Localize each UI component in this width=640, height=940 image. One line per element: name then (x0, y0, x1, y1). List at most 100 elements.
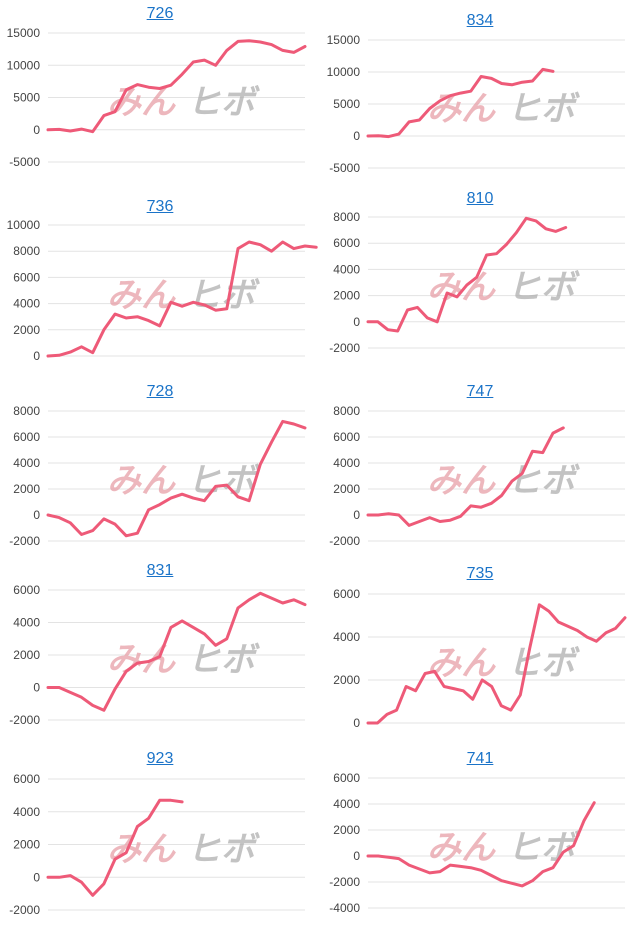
line-chart: -20000200040006000みんヒボ (0, 582, 320, 732)
watermark-logo: みんヒボ (107, 640, 260, 680)
watermark-text: みん (427, 268, 496, 308)
watermark-logo: みんヒボ (427, 268, 580, 308)
chart-title-link[interactable]: 726 (0, 5, 320, 23)
watermark-text: ヒボ (187, 83, 260, 123)
watermark-text: みん (427, 461, 496, 501)
chart-title-link[interactable]: 736 (0, 198, 320, 216)
watermark-text: みん (427, 89, 496, 129)
y-tick-label: 0 (353, 716, 360, 730)
y-tick-label: 0 (353, 129, 360, 143)
watermark-text: みん (107, 276, 176, 316)
series-line (48, 593, 305, 710)
y-tick-label: 6000 (13, 772, 40, 786)
chart-title-link[interactable]: 834 (320, 12, 640, 30)
y-tick-label: 0 (353, 849, 360, 863)
y-tick-label: 10000 (7, 58, 41, 72)
line-chart: -5000 0 5000 10000 15000 みんヒボ (320, 32, 640, 180)
y-tick-label: -2000 (329, 875, 360, 889)
watermark-logo: みんヒボ (427, 644, 580, 684)
y-tick-label: 6000 (333, 236, 360, 250)
line-chart: -200002000400060008000みんヒボ (320, 403, 640, 553)
line-chart: -200002000400060008000みんヒボ (0, 403, 320, 553)
watermark-text: みん (107, 640, 176, 680)
y-tick-label: 4000 (333, 797, 360, 811)
watermark-text: ヒボ (507, 644, 580, 684)
watermark-text: ヒボ (187, 830, 260, 870)
watermark-text: みん (107, 461, 176, 501)
y-tick-label: 2000 (13, 482, 40, 496)
y-tick-label: 10000 (7, 218, 41, 232)
watermark-text: ヒボ (507, 89, 580, 129)
y-tick-label: 5000 (333, 97, 360, 111)
chart-title-link[interactable]: 735 (320, 565, 640, 583)
chart-panel: 736 0 2000 4000 6000 8000 10000 みんヒボ (0, 190, 320, 380)
y-tick-label: 8000 (13, 244, 40, 258)
y-tick-label: 6000 (13, 270, 40, 284)
y-tick-label: 2000 (13, 838, 40, 852)
y-tick-label: 5000 (13, 91, 40, 105)
y-tick-label: -5000 (9, 155, 40, 169)
watermark-logo: みんヒボ (107, 830, 260, 870)
y-tick-label: 4000 (333, 630, 360, 644)
chart-panel: 735 0 2000 4000 6000 みんヒボ (320, 560, 640, 750)
y-tick-label: -2000 (9, 534, 40, 548)
y-tick-label: 6000 (333, 771, 360, 785)
y-tick-label: 0 (33, 508, 40, 522)
y-tick-label: 0 (33, 870, 40, 884)
series-line (48, 242, 316, 356)
y-tick-label: 0 (33, 123, 40, 137)
y-tick-label: 0 (33, 349, 40, 363)
chart-title-link[interactable]: 923 (0, 750, 320, 768)
y-tick-label: 4000 (333, 262, 360, 276)
watermark-text: ヒボ (187, 461, 260, 501)
line-chart: -5000050001000015000みんヒボ (0, 25, 320, 174)
chart-panel: 923 -2000 0 2000 4000 6000 みんヒボ (0, 750, 320, 940)
chart-title-link[interactable]: 831 (0, 562, 320, 580)
line-chart: -200002000400060008000みんヒボ (320, 209, 640, 360)
watermark-logo: みんヒボ (107, 276, 260, 316)
y-tick-label: -2000 (9, 713, 40, 727)
y-tick-label: 4000 (13, 456, 40, 470)
y-tick-label: 4000 (13, 297, 40, 311)
y-tick-label: -2000 (329, 534, 360, 548)
y-tick-label: 2000 (333, 673, 360, 687)
chart-title-link[interactable]: 728 (0, 383, 320, 401)
y-tick-label: 2000 (333, 289, 360, 303)
chart-title-link[interactable]: 810 (320, 190, 640, 208)
y-tick-label: -5000 (329, 161, 360, 175)
y-tick-label: 0 (353, 315, 360, 329)
y-tick-label: 8000 (333, 210, 360, 224)
chart-panel: 834 -5000 0 5000 10000 15000 みんヒボ (320, 0, 640, 190)
y-tick-label: 4000 (333, 456, 360, 470)
line-chart: 0 2000 4000 6000 みんヒボ (320, 586, 640, 735)
y-tick-label: 4000 (13, 616, 40, 630)
y-tick-label: 8000 (333, 404, 360, 418)
y-tick-label: 15000 (327, 33, 361, 47)
y-tick-label: 6000 (333, 430, 360, 444)
y-tick-label: 6000 (333, 587, 360, 601)
chart-title-link[interactable]: 741 (320, 750, 640, 768)
y-tick-label: 2000 (13, 323, 40, 337)
y-tick-label: 4000 (13, 805, 40, 819)
line-chart: -2000 0 2000 4000 6000 みんヒボ (0, 771, 320, 922)
y-tick-label: 10000 (327, 65, 361, 79)
chart-title-link[interactable]: 747 (320, 383, 640, 401)
watermark-text: ヒボ (507, 268, 580, 308)
y-tick-label: 2000 (333, 823, 360, 837)
y-tick-label: 0 (33, 681, 40, 695)
y-tick-label: -4000 (329, 901, 360, 915)
y-tick-label: -2000 (9, 903, 40, 917)
line-chart: -4000-20000200040006000みんヒボ (320, 770, 640, 920)
y-tick-label: 15000 (7, 26, 41, 40)
series-line (48, 421, 305, 535)
y-tick-label: 2000 (333, 482, 360, 496)
series-line (368, 605, 625, 723)
watermark-text: みん (427, 828, 496, 868)
